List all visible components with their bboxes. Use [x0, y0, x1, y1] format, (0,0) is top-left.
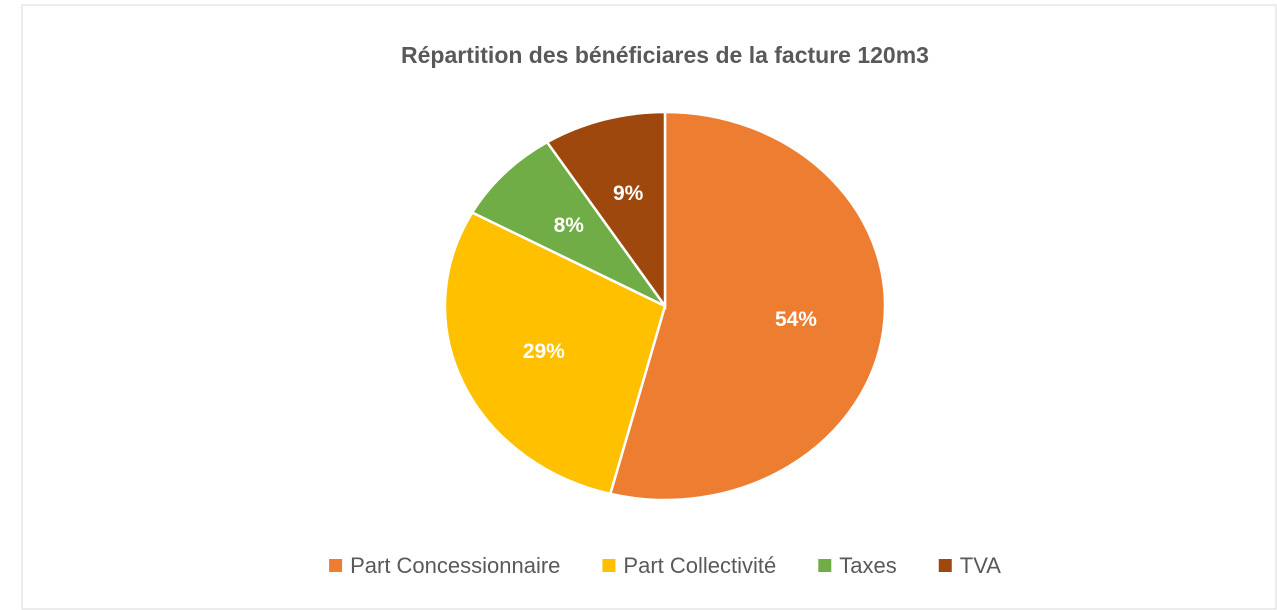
data-label: 9%	[613, 182, 644, 205]
pie-slice	[608, 110, 887, 502]
legend-swatch	[938, 559, 952, 572]
legend-swatch	[329, 559, 343, 572]
legend-swatch	[818, 559, 832, 572]
data-label: 29%	[523, 340, 565, 363]
legend-label: Part Concessionnaire	[350, 553, 560, 578]
data-label: 8%	[554, 214, 585, 237]
legend-label: Taxes	[839, 553, 896, 578]
pie-slice	[470, 140, 667, 308]
data-label: 54%	[775, 308, 817, 331]
chart-title: Répartition des bénéficiares de la factu…	[401, 42, 929, 68]
legend-label: TVA	[960, 553, 1001, 578]
pie-slice	[443, 210, 667, 496]
legend-label: Part Collectivité	[623, 553, 776, 578]
legend-swatch	[602, 559, 616, 572]
pie-slice	[545, 110, 667, 310]
